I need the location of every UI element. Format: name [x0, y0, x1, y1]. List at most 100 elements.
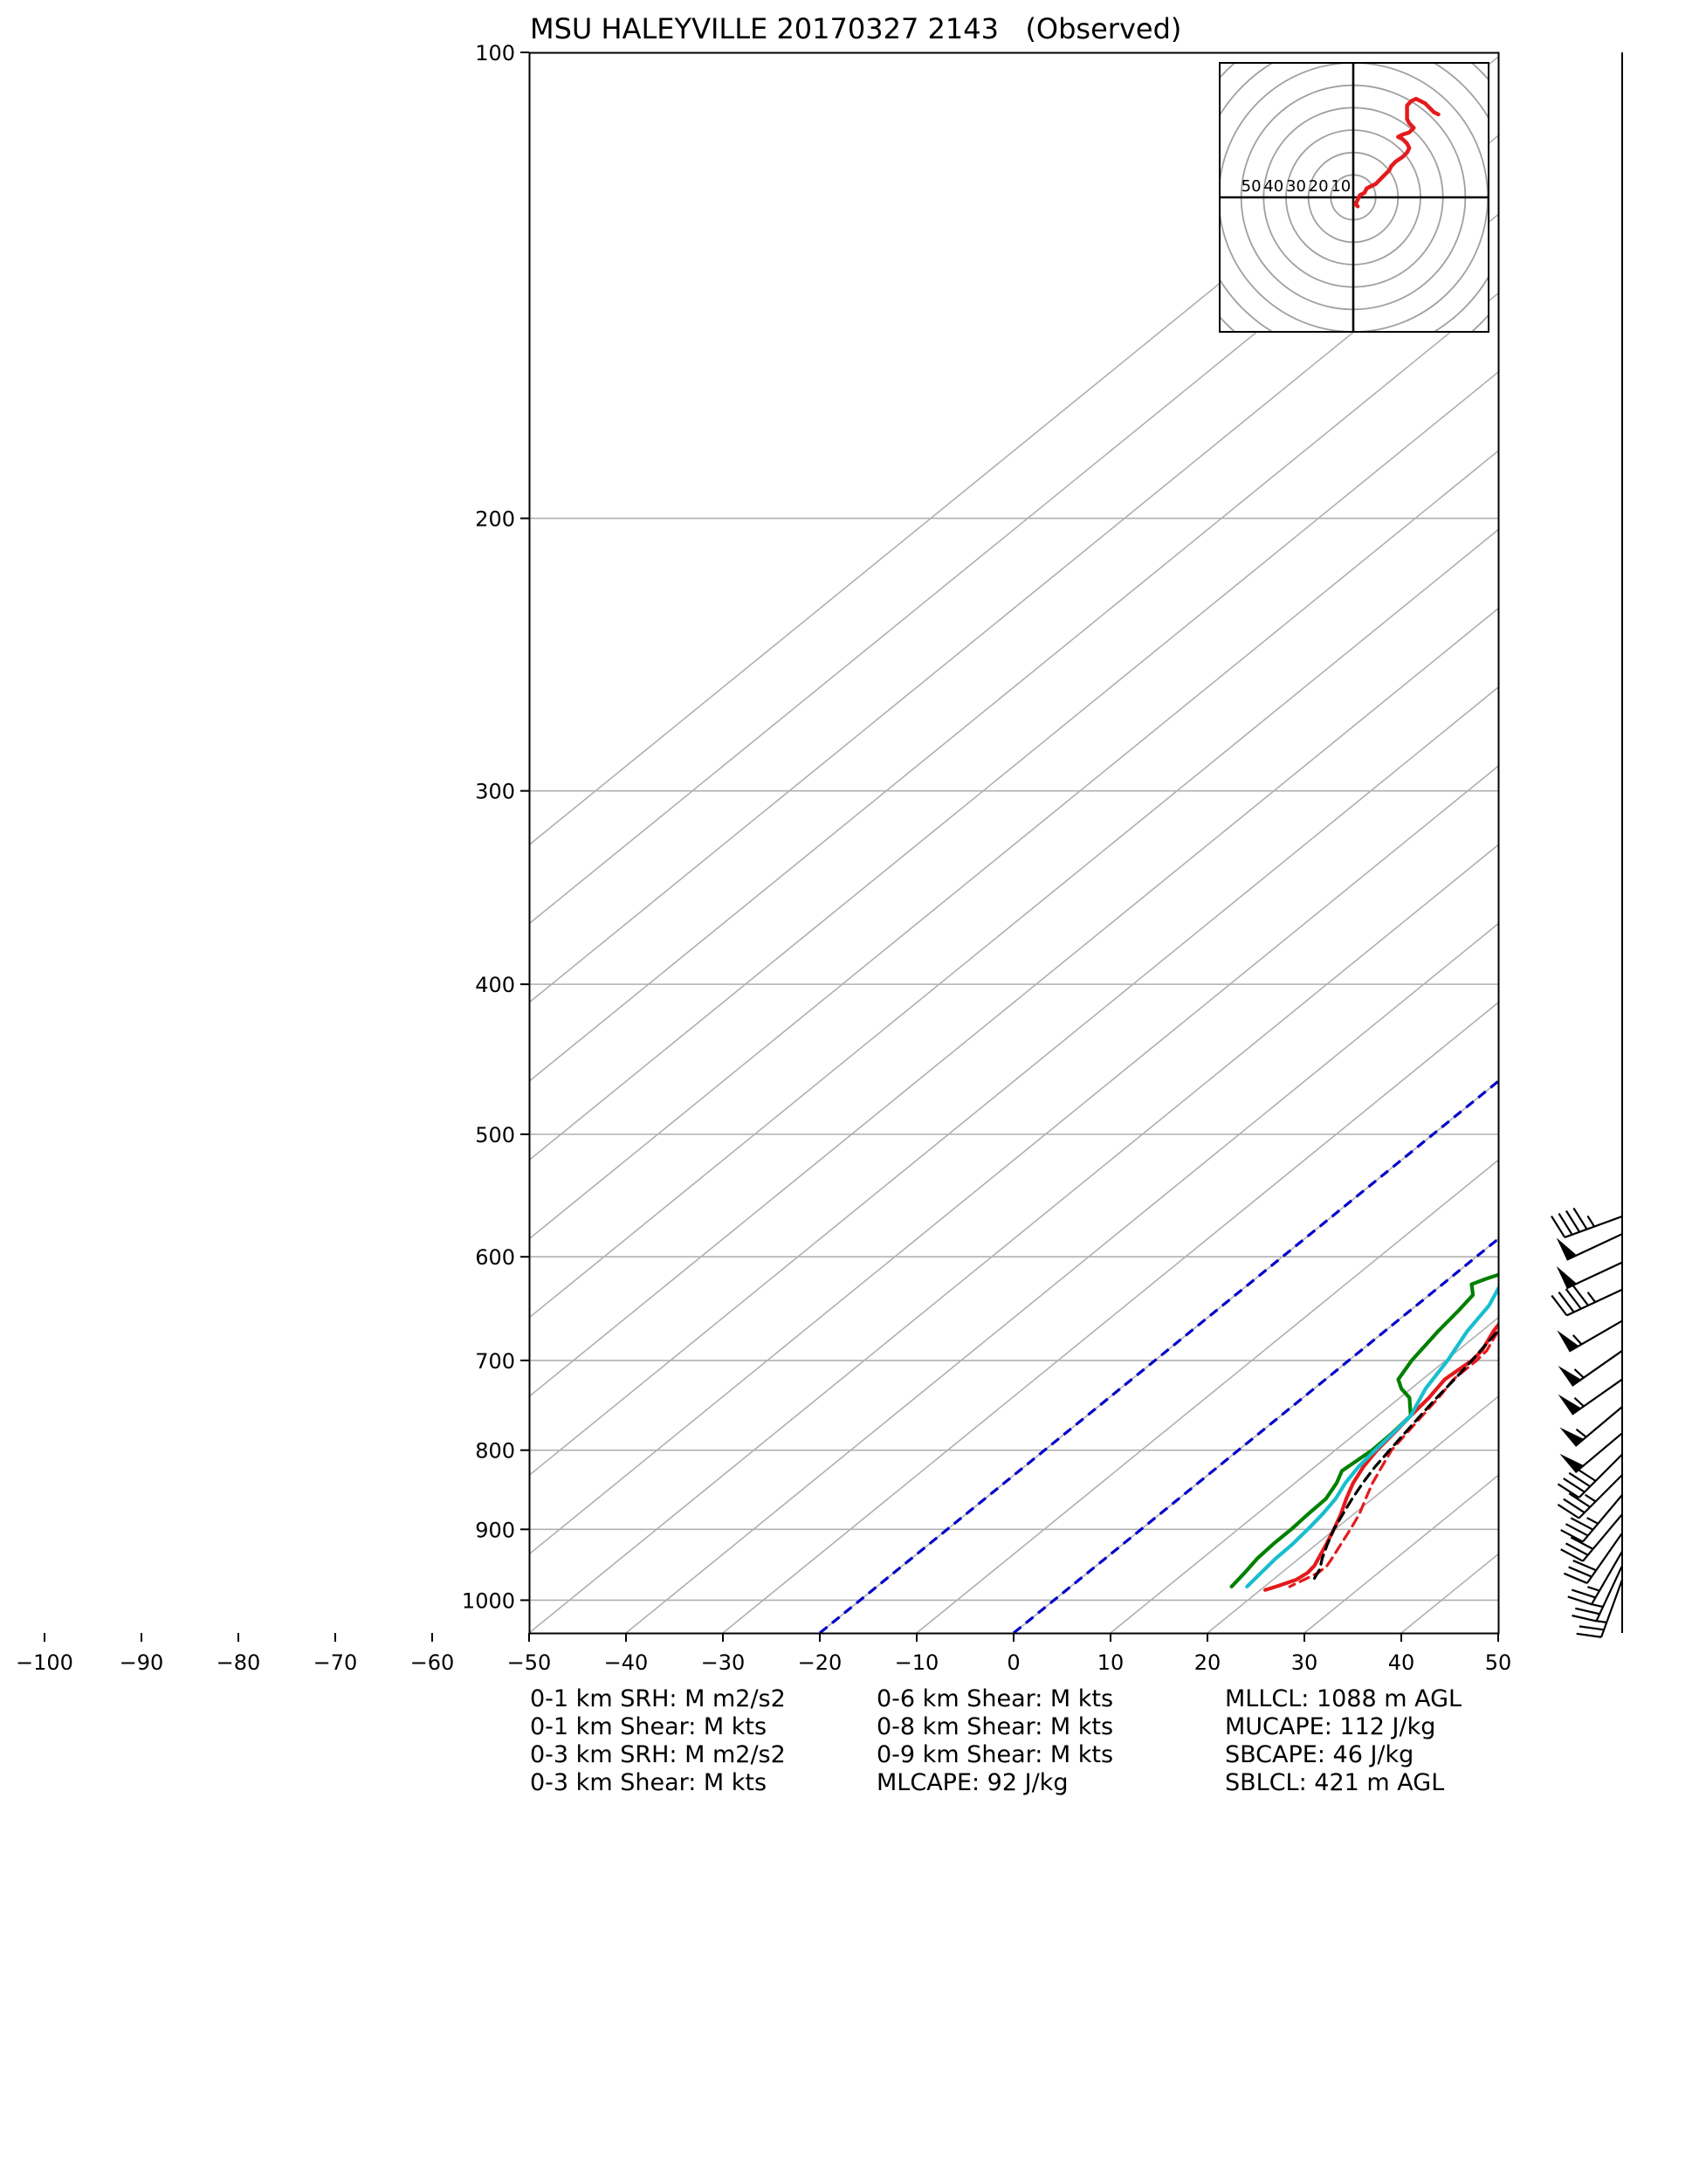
y-tick-label: 400	[475, 973, 515, 997]
profile-traces	[1229, 1272, 1498, 1592]
isotherm-gridline	[529, 56, 1498, 846]
barb-full	[1570, 1536, 1594, 1550]
highlight-isotherm	[1012, 1237, 1498, 1633]
hodograph-trace	[1353, 96, 1441, 209]
barb-full	[1551, 1216, 1566, 1238]
index-line: MLCAPE: 92 J/kg	[877, 1769, 1068, 1796]
barb-full	[1572, 1285, 1589, 1306]
wind-barb	[1556, 1233, 1623, 1261]
barb-full	[1567, 1595, 1592, 1606]
barb-full	[1572, 1207, 1588, 1230]
dewpoint-trace	[1229, 1272, 1498, 1588]
barb-half	[1572, 1334, 1583, 1346]
barb-staff	[1591, 1551, 1623, 1605]
barb-flag	[1556, 1237, 1577, 1260]
index-line: 0-3 km SRH: M m2/s2	[530, 1741, 786, 1768]
wind-barbs	[1551, 52, 1624, 1638]
wind-barb	[1567, 1551, 1623, 1606]
x-tick-label: −90	[120, 1650, 164, 1675]
barb-full	[1564, 1572, 1588, 1584]
x-tick-label: 10	[1097, 1650, 1125, 1675]
wind-barb	[1564, 1532, 1623, 1584]
wind-barb	[1556, 1261, 1623, 1290]
x-tick-label: −70	[313, 1650, 358, 1675]
barb-staff	[1578, 1453, 1623, 1498]
isotherm-gridline	[529, 844, 1498, 1633]
x-tick-label: 30	[1291, 1650, 1318, 1675]
indices-panel: 0-1 km SRH: M m2/s20-1 km Shear: M kts0-…	[530, 1685, 1462, 1796]
barb-half	[1586, 1517, 1599, 1525]
isotherm-gridline	[529, 765, 1498, 1555]
index-line: 0-3 km Shear: M kts	[530, 1769, 767, 1796]
hodograph-ring-label: 10	[1331, 177, 1351, 196]
y-tick-label: 600	[475, 1245, 515, 1270]
barb-full	[1572, 1614, 1597, 1622]
x-tick-label: 20	[1194, 1650, 1221, 1675]
barb-half	[1586, 1215, 1595, 1228]
hodograph-inset: 50 40 30 20 10	[1219, 62, 1489, 333]
x-tick-label: −100	[16, 1650, 73, 1675]
barb-staff	[1586, 1532, 1623, 1584]
barb-half	[1584, 1493, 1597, 1503]
barb-staff	[1595, 1565, 1623, 1622]
isotherm-gridline	[625, 922, 1498, 1633]
barb-half	[1575, 1428, 1587, 1438]
barb-flag	[1557, 1330, 1579, 1352]
barb-full	[1565, 1542, 1589, 1556]
barb-full	[1557, 1504, 1580, 1519]
barb-flag	[1558, 1394, 1581, 1415]
barb-staff	[1566, 1233, 1623, 1261]
wet-bulb-trace	[1245, 1285, 1498, 1588]
barb-full	[1565, 1288, 1582, 1310]
barb-half	[1573, 1396, 1585, 1408]
index-line: SBCAPE: 46 J/kg	[1225, 1741, 1414, 1768]
wind-barb	[1551, 1207, 1623, 1238]
x-tick-label: 50	[1485, 1650, 1512, 1675]
barb-staff	[1600, 1579, 1624, 1638]
wind-barb	[1551, 1285, 1623, 1317]
barb-full	[1568, 1566, 1592, 1578]
x-tick-label: 0	[1007, 1650, 1020, 1675]
barb-half	[1587, 1586, 1600, 1592]
barb-flag	[1558, 1366, 1581, 1386]
index-line: 0-8 km Shear: M kts	[877, 1713, 1113, 1740]
hodograph-ring-label: 20	[1309, 177, 1329, 196]
y-tick-label: 200	[475, 507, 515, 532]
index-line: 0-1 km Shear: M kts	[530, 1713, 767, 1740]
barb-flag	[1559, 1427, 1585, 1446]
barb-full	[1558, 1212, 1573, 1236]
x-tick-label: −20	[798, 1650, 843, 1675]
barb-flag	[1559, 1453, 1585, 1473]
barb-staff	[1568, 1319, 1623, 1353]
x-tick-label: −50	[507, 1650, 552, 1675]
barb-full	[1565, 1523, 1589, 1537]
virtual-temperature-trace	[1288, 1327, 1498, 1588]
barb-staff	[1582, 1494, 1623, 1543]
barb-full	[1570, 1517, 1594, 1531]
hodograph-ring-label: 30	[1286, 177, 1306, 196]
barb-full	[1560, 1529, 1584, 1543]
index-line: 0-6 km Shear: M kts	[877, 1685, 1113, 1712]
y-tick-label: 1000	[462, 1588, 515, 1613]
wind-barb	[1558, 1349, 1623, 1387]
barb-half	[1593, 1619, 1607, 1623]
y-tick-label: 100	[475, 41, 515, 65]
y-tick-label: 300	[475, 780, 515, 804]
isotherm-gridline	[916, 1159, 1498, 1633]
isotherm-gridline	[529, 607, 1498, 1398]
index-line: MUCAPE: 112 J/kg	[1225, 1713, 1435, 1740]
isotherm-gridline	[529, 528, 1498, 1319]
isotherm-gridline	[722, 1002, 1498, 1633]
wind-barb	[1559, 1432, 1623, 1474]
barb-full	[1568, 1471, 1591, 1488]
y-tick-label: 800	[475, 1439, 515, 1464]
chart-title: MSU HALEYVILLE 20170327 2143 (Observed)	[530, 12, 1181, 45]
barb-half	[1573, 1368, 1585, 1379]
barb-full	[1563, 1498, 1586, 1514]
wind-barb	[1560, 1513, 1623, 1562]
y-tick-label: 900	[475, 1518, 515, 1542]
index-line: SBLCL: 421 m AGL	[1225, 1769, 1444, 1796]
barb-half	[1586, 1292, 1597, 1303]
x-tick-label: −30	[701, 1650, 746, 1675]
